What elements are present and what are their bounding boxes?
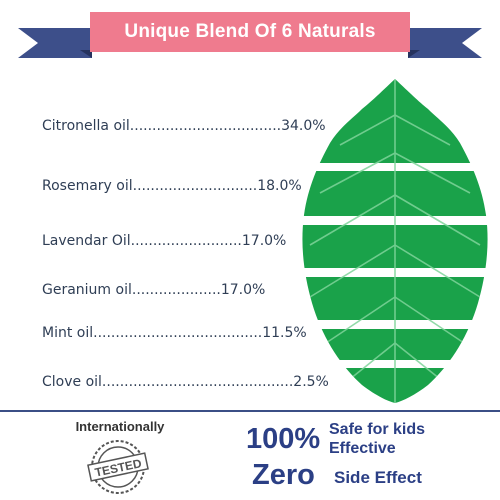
internationally-label: Internationally: [75, 419, 165, 434]
banner-title: Unique Blend Of 6 Naturals: [124, 21, 376, 42]
banner-ribbon: [18, 12, 482, 58]
ingredient-list: Citronella oil..........................…: [42, 118, 329, 390]
leaf-icon: [302, 79, 488, 403]
ingredient-geranium: Geranium oil....................17.0%: [42, 282, 266, 298]
zero-label: Zero: [252, 459, 315, 491]
ingredient-clove: Clove oil...............................…: [42, 374, 329, 390]
safe-line-2: Effective: [329, 440, 396, 457]
percent-value: 100%: [246, 423, 321, 455]
safe-line-1: Safe for kids: [329, 421, 426, 438]
side-effect-label: Side Effect: [334, 468, 422, 487]
ingredient-rosemary: Rosemary oil............................…: [42, 178, 302, 194]
footer-divider: [0, 410, 500, 412]
tested-stamp-icon: TESTED: [87, 440, 149, 494]
ingredient-mint: Mint oil................................…: [42, 325, 307, 341]
ingredient-lavendar: Lavendar Oil.........................17.…: [42, 233, 287, 249]
safe-effective: Safe for kids Effective: [329, 420, 425, 458]
ingredient-citronella: Citronella oil..........................…: [42, 118, 326, 134]
